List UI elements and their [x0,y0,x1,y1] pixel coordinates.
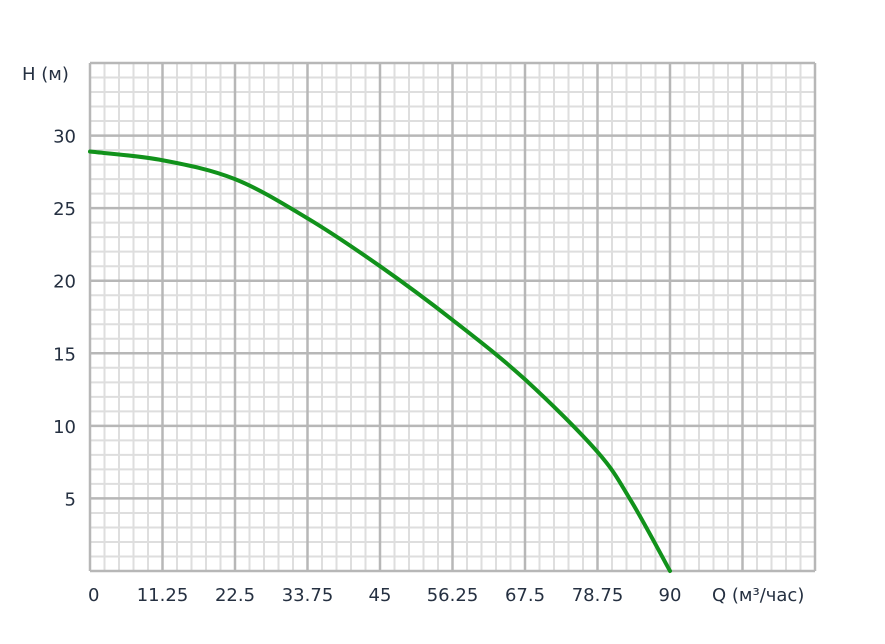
x-tick-label: 22.5 [215,585,255,606]
y-tick-labels: 5 10 15 20 25 30 [53,127,76,511]
x-tick-label: 56.25 [427,585,479,606]
minor-grid [90,63,815,571]
y-tick-label: 25 [53,199,76,220]
x-tick-label: 78.75 [572,585,624,606]
x-tick-label: 11.25 [137,585,189,606]
major-grid [88,61,817,573]
y-tick-label: 10 [53,417,76,438]
x-tick-label: 33.75 [282,585,334,606]
y-tick-label: 15 [53,344,76,365]
x-tick-label: 67.5 [505,585,545,606]
y-axis-label: H (м) [22,64,69,85]
x-tick-labels: 0 11.25 22.5 33.75 45 56.25 67.5 78.75 90 [88,585,681,606]
x-tick-label: 90 [659,585,682,606]
y-tick-label: 20 [53,272,76,293]
series-layer [88,149,672,573]
x-axis-label: Q (м³/час) [712,585,804,606]
x-tick-label: 0 [88,585,99,606]
y-tick-label: 5 [65,489,76,510]
x-tick-label: 45 [369,585,392,606]
series-line [88,149,672,573]
y-tick-label: 30 [53,127,76,148]
